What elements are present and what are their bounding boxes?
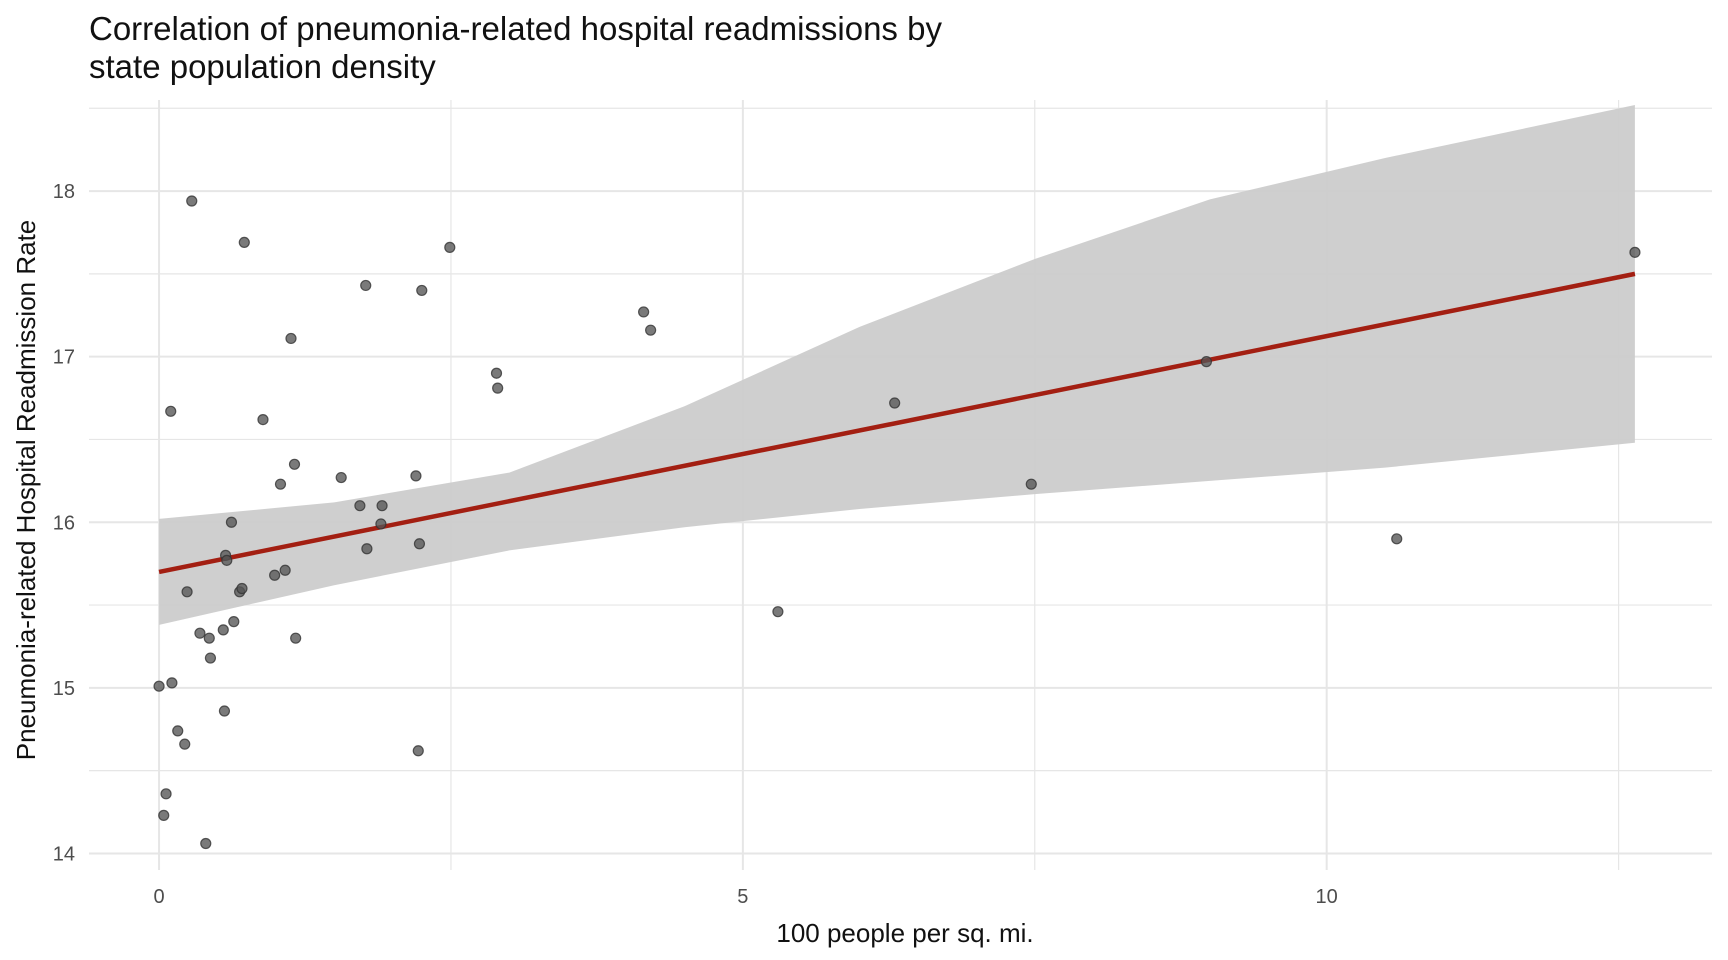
data-point: [288, 458, 301, 470]
data-point: [1200, 356, 1213, 368]
data-point: [1391, 533, 1403, 545]
data-point: [179, 738, 191, 750]
data-point: [889, 397, 901, 409]
data-point: [376, 500, 388, 512]
data-point: [160, 788, 172, 800]
y-tick-label: 14: [53, 843, 75, 865]
data-point: [225, 516, 238, 528]
data-point: [153, 680, 165, 692]
data-point: [279, 564, 291, 576]
data-point: [186, 195, 198, 207]
data-point: [413, 538, 426, 550]
x-tick-label: 0: [153, 886, 164, 908]
data-point: [238, 236, 250, 249]
fit-line: [158, 271, 1636, 575]
data-point: [257, 413, 269, 426]
y-tick-labels: 14 15 16 17 18: [53, 181, 75, 865]
data-point: [1629, 246, 1641, 258]
data-point: [274, 478, 287, 490]
data-point: [645, 324, 657, 336]
data-point: [181, 586, 193, 598]
x-axis-label: 100 people per sq. mi.: [776, 918, 1033, 948]
y-axis-label: Pneumonia-related Hospital Readmission R…: [11, 220, 41, 761]
data-point: [416, 284, 428, 297]
data-point: [285, 332, 297, 345]
y-tick-label: 18: [53, 181, 75, 203]
x-tick-labels: 0 5 10: [153, 886, 1337, 908]
data-point: [1025, 478, 1037, 490]
data-point: [354, 500, 366, 512]
data-point: [172, 725, 184, 737]
data-point: [194, 627, 206, 639]
data-point: [492, 382, 504, 394]
data-point: [236, 582, 248, 595]
data-point: [204, 652, 217, 664]
data-point: [228, 616, 240, 628]
confidence-band-area: [159, 105, 1635, 625]
y-tick-label: 15: [53, 678, 75, 700]
data-point: [638, 306, 650, 318]
data-point: [200, 837, 212, 850]
data-point: [375, 518, 387, 530]
data-point: [772, 606, 784, 618]
data-point: [290, 632, 302, 644]
data-point: [361, 543, 373, 555]
y-tick-label: 16: [53, 512, 75, 534]
fit-line-group: [158, 271, 1636, 575]
chart-title: Correlation of pneumonia-related hospita…: [89, 10, 942, 85]
confidence-band: [159, 105, 1635, 625]
data-point: [158, 809, 170, 821]
data-point: [221, 554, 233, 566]
data-point: [410, 470, 422, 482]
data-point: [203, 632, 215, 644]
y-tick-label: 17: [53, 347, 75, 369]
data-point: [165, 405, 177, 417]
data-point: [490, 367, 503, 379]
data-point: [166, 677, 178, 689]
data-points: [153, 195, 1641, 850]
data-point: [217, 624, 229, 636]
data-point: [269, 569, 281, 581]
data-point: [412, 745, 424, 757]
data-point: [335, 471, 347, 484]
x-tick-label: 10: [1316, 886, 1338, 908]
data-point: [444, 241, 456, 253]
data-point: [360, 279, 372, 292]
x-tick-label: 5: [737, 886, 748, 908]
data-point: [218, 705, 231, 717]
